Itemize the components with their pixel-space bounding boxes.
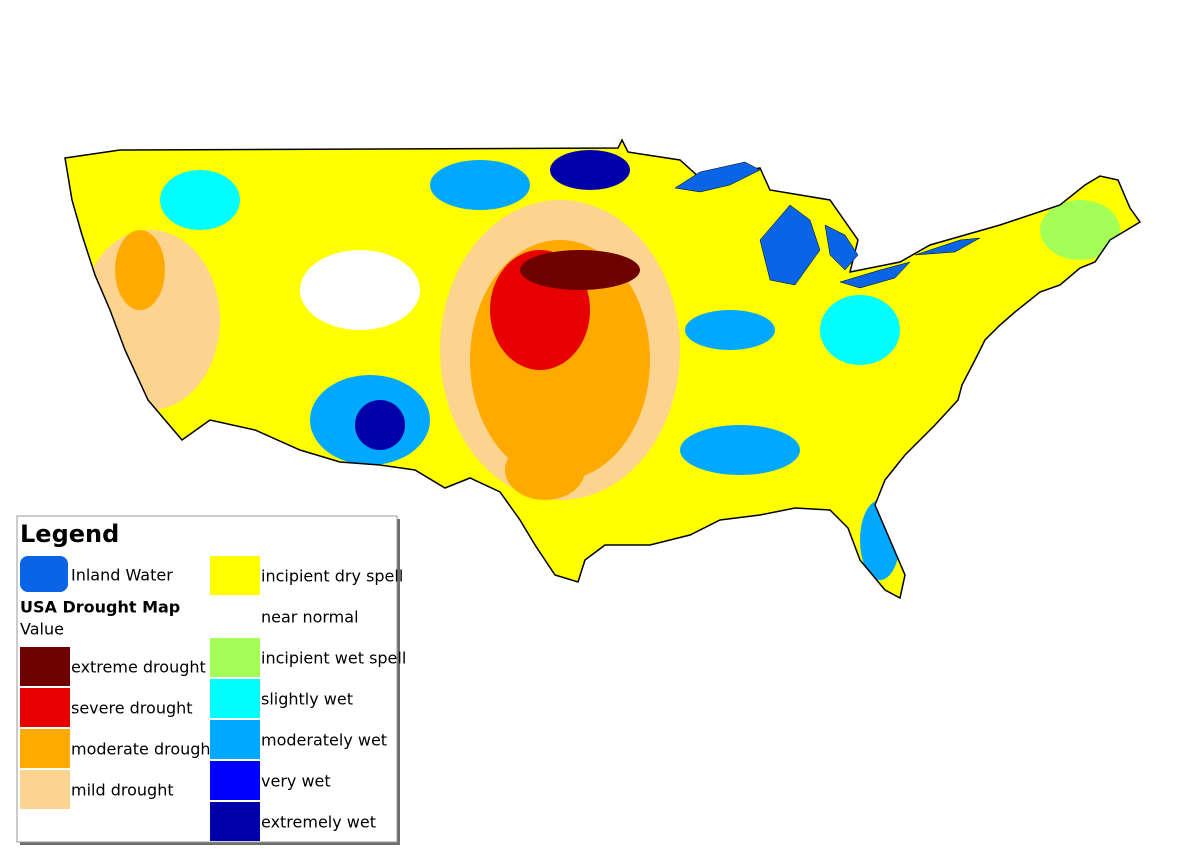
legend-box <box>16 515 398 843</box>
legend-label: incipient wet spell <box>261 649 406 668</box>
legend-swatch <box>210 679 260 718</box>
legend-label: moderately wet <box>261 731 387 750</box>
legend: Legend Inland Water USA Drought Map Valu… <box>16 515 406 845</box>
legend-label: incipient dry spell <box>261 567 403 586</box>
field-label: Value <box>20 620 64 639</box>
great-lakes <box>674 161 981 289</box>
legend-label: Inland Water <box>71 566 173 585</box>
legend-label: very wet <box>261 772 331 791</box>
legend-swatch <box>20 770 70 809</box>
layer-title: USA Drought Map <box>20 598 180 617</box>
legend-label: near normal <box>261 608 359 627</box>
legend-swatch <box>210 720 260 759</box>
legend-swatch <box>210 597 260 636</box>
legend-label: moderate drought <box>71 740 217 759</box>
legend-label: extreme drought <box>71 658 206 677</box>
legend-swatch <box>20 688 70 727</box>
legend-swatch <box>210 802 260 841</box>
legend-swatch <box>210 556 260 595</box>
legend-swatch <box>210 638 260 677</box>
legend-swatch <box>20 556 68 592</box>
legend-label: mild drought <box>71 781 174 800</box>
legend-label: extremely wet <box>261 813 376 832</box>
legend-title: Legend <box>20 520 119 548</box>
legend-swatch <box>20 647 70 686</box>
legend-swatch <box>20 729 70 768</box>
legend-label: severe drought <box>71 699 193 718</box>
legend-swatch <box>210 761 260 800</box>
legend-label: slightly wet <box>261 690 353 709</box>
